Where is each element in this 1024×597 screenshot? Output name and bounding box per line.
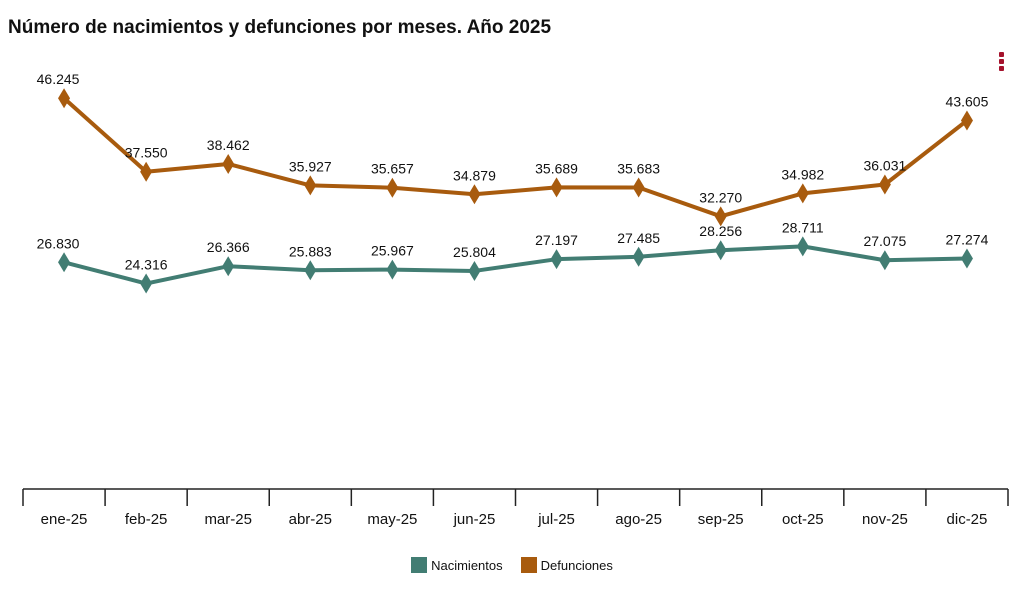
data-label: 34.879 [453, 167, 496, 183]
x-tick-label: may-25 [367, 511, 417, 528]
data-label: 28.711 [782, 219, 824, 235]
data-label: 27.197 [535, 232, 578, 248]
x-tick-label: ene-25 [41, 511, 88, 528]
data-label: 27.075 [863, 233, 906, 249]
data-point-defunciones [386, 177, 399, 198]
data-point-nacimientos [550, 249, 563, 270]
x-tick-label: nov-25 [862, 511, 908, 528]
data-point-nacimientos [878, 250, 891, 271]
data-label: 34.982 [781, 166, 824, 182]
data-point-defunciones [878, 174, 891, 195]
data-point-defunciones [632, 177, 645, 198]
legend-swatch [411, 557, 428, 573]
legend-label: Defunciones [540, 557, 613, 573]
data-point-nacimientos [632, 246, 645, 267]
data-point-nacimientos [386, 259, 399, 280]
data-point-defunciones [714, 206, 727, 227]
x-tick-label: ago-25 [615, 511, 662, 528]
x-tick-label: jun-25 [453, 511, 496, 528]
data-point-defunciones [304, 175, 317, 196]
data-point-defunciones [960, 110, 973, 131]
x-tick-label: jul-25 [537, 511, 575, 528]
data-label: 32.270 [699, 189, 742, 205]
data-point-defunciones [550, 177, 563, 198]
data-point-nacimientos [796, 236, 809, 257]
data-label: 36.031 [863, 158, 906, 174]
data-label: 46.245 [37, 71, 80, 87]
data-point-defunciones [140, 161, 153, 182]
legend: Nacimientos Defunciones [0, 557, 1024, 573]
data-point-nacimientos [58, 252, 71, 273]
x-tick-label: oct-25 [782, 511, 824, 528]
data-point-nacimientos [222, 256, 235, 277]
data-point-nacimientos [140, 273, 153, 294]
x-tick-label: mar-25 [204, 511, 252, 528]
data-label: 43.605 [946, 94, 989, 110]
data-label: 26.366 [207, 239, 250, 255]
data-label: 25.804 [453, 244, 496, 260]
legend-swatch [520, 557, 537, 573]
data-label: 25.967 [371, 243, 414, 259]
series-line-defunciones [62, 96, 969, 219]
data-point-defunciones [796, 183, 809, 204]
data-label: 37.550 [125, 145, 168, 161]
data-label: 26.830 [37, 235, 80, 251]
legend-label: Nacimientos [431, 557, 503, 573]
data-point-nacimientos [960, 248, 973, 269]
data-label: 35.927 [289, 158, 332, 174]
data-label: 27.274 [946, 232, 989, 248]
data-label: 24.316 [125, 257, 168, 273]
data-label: 25.883 [289, 243, 332, 259]
data-label: 28.256 [699, 223, 742, 239]
legend-item-defunciones[interactable]: Defunciones [520, 557, 613, 573]
legend-item-nacimientos[interactable]: Nacimientos [411, 557, 503, 573]
data-point-nacimientos [304, 260, 317, 281]
data-point-nacimientos [468, 260, 481, 281]
x-tick-label: dic-25 [947, 511, 988, 528]
data-label: 35.657 [371, 161, 414, 177]
data-point-nacimientos [714, 240, 727, 261]
data-point-defunciones [468, 184, 481, 205]
x-tick-label: abr-25 [289, 511, 332, 528]
chart-title: Número de nacimientos y defunciones por … [8, 17, 552, 38]
x-tick-label: sep-25 [698, 511, 744, 528]
series-line-nacimientos [63, 244, 967, 286]
data-point-defunciones [222, 153, 235, 174]
data-point-defunciones [58, 88, 71, 109]
kebab-menu-icon[interactable] [997, 52, 1005, 74]
x-tick-label: feb-25 [125, 511, 168, 528]
data-label: 35.689 [535, 160, 578, 176]
data-label: 38.462 [207, 137, 250, 153]
data-label: 27.485 [617, 230, 660, 246]
data-label: 35.683 [617, 160, 660, 176]
